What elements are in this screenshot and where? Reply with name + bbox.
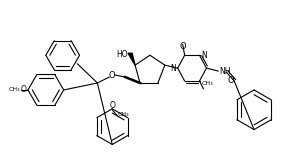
Text: O: O xyxy=(21,85,27,94)
Text: O: O xyxy=(109,71,116,80)
Text: O: O xyxy=(179,42,186,51)
Text: CH₃: CH₃ xyxy=(8,87,20,92)
Text: N: N xyxy=(170,64,176,73)
Text: NH: NH xyxy=(219,67,231,76)
Text: CH₃: CH₃ xyxy=(117,112,129,117)
Text: HO: HO xyxy=(116,50,128,59)
Text: N: N xyxy=(202,51,207,60)
Text: O: O xyxy=(228,76,235,85)
Polygon shape xyxy=(128,53,135,65)
Text: CH₃: CH₃ xyxy=(202,81,213,86)
Text: O: O xyxy=(109,101,115,110)
